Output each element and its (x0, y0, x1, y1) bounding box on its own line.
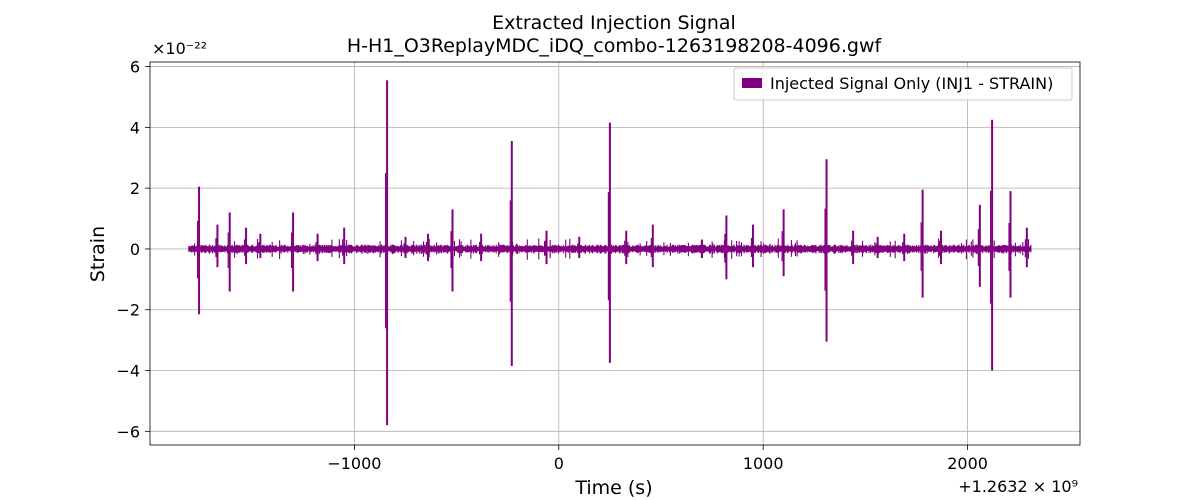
chart-title: Extracted Injection Signal (492, 12, 736, 34)
y-tick-label: −4 (116, 362, 140, 381)
chart-subtitle: H-H1_O3ReplayMDC_iDQ_combo-1263198208-40… (347, 35, 883, 57)
y-axis-label: Strain (87, 226, 109, 282)
y-tick-label: −2 (116, 301, 140, 320)
grid (150, 62, 1080, 445)
plot-frame (149, 61, 1081, 446)
legend-swatch (742, 78, 762, 88)
x-axis-label: Time (s) (574, 477, 652, 499)
x-tick-label: 2000 (947, 454, 988, 473)
x-tick-label: −1000 (327, 454, 381, 473)
legend: Injected Signal Only (INJ1 - STRAIN) (733, 67, 1073, 101)
y-tick-label: 6 (130, 58, 140, 77)
y-tick-label: 2 (130, 179, 140, 198)
x-tick-label: 0 (554, 454, 564, 473)
x-tick-label: 1000 (743, 454, 784, 473)
y-scale-label: ×10⁻²² (152, 39, 207, 58)
x-axis: −1000 0 1000 2000 (327, 445, 988, 473)
y-axis: −6 −4 −2 0 2 4 6 (116, 58, 150, 441)
legend-entry: Injected Signal Only (INJ1 - STRAIN) (770, 74, 1053, 93)
series-plot (188, 80, 1032, 426)
y-tick-label: 4 (130, 118, 140, 137)
legend-box (733, 67, 1073, 101)
x-offset-label: +1.2632 × 10⁹ (958, 477, 1078, 496)
y-tick-label: −6 (116, 422, 140, 441)
y-tick-label: 0 (130, 240, 140, 259)
